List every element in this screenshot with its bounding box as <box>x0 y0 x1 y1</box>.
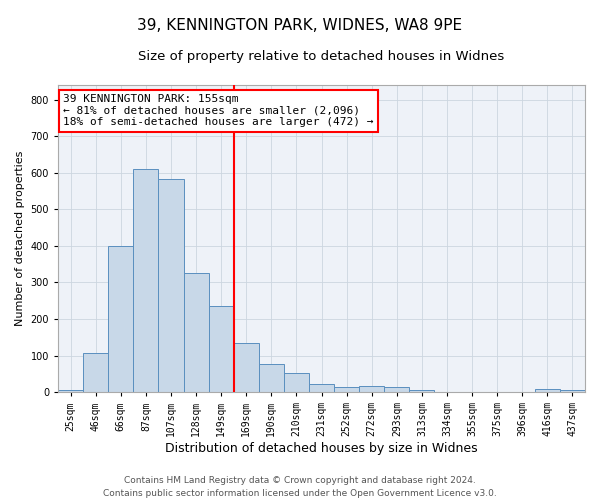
Bar <box>83 353 108 392</box>
Bar <box>359 386 384 392</box>
X-axis label: Distribution of detached houses by size in Widnes: Distribution of detached houses by size … <box>165 442 478 455</box>
Bar <box>334 387 359 392</box>
Bar <box>560 390 585 392</box>
Y-axis label: Number of detached properties: Number of detached properties <box>15 151 25 326</box>
Title: Size of property relative to detached houses in Widnes: Size of property relative to detached ho… <box>139 50 505 63</box>
Bar <box>284 373 309 392</box>
Bar <box>184 272 209 392</box>
Bar <box>309 384 334 392</box>
Bar <box>234 343 259 392</box>
Bar <box>158 179 184 392</box>
Bar <box>58 390 83 392</box>
Text: Contains HM Land Registry data © Crown copyright and database right 2024.
Contai: Contains HM Land Registry data © Crown c… <box>103 476 497 498</box>
Bar <box>384 386 409 392</box>
Text: 39, KENNINGTON PARK, WIDNES, WA8 9PE: 39, KENNINGTON PARK, WIDNES, WA8 9PE <box>137 18 463 32</box>
Bar <box>409 390 434 392</box>
Text: 39 KENNINGTON PARK: 155sqm
← 81% of detached houses are smaller (2,096)
18% of s: 39 KENNINGTON PARK: 155sqm ← 81% of deta… <box>64 94 374 128</box>
Bar <box>133 168 158 392</box>
Bar <box>259 364 284 392</box>
Bar <box>108 246 133 392</box>
Bar <box>209 306 234 392</box>
Bar <box>535 389 560 392</box>
